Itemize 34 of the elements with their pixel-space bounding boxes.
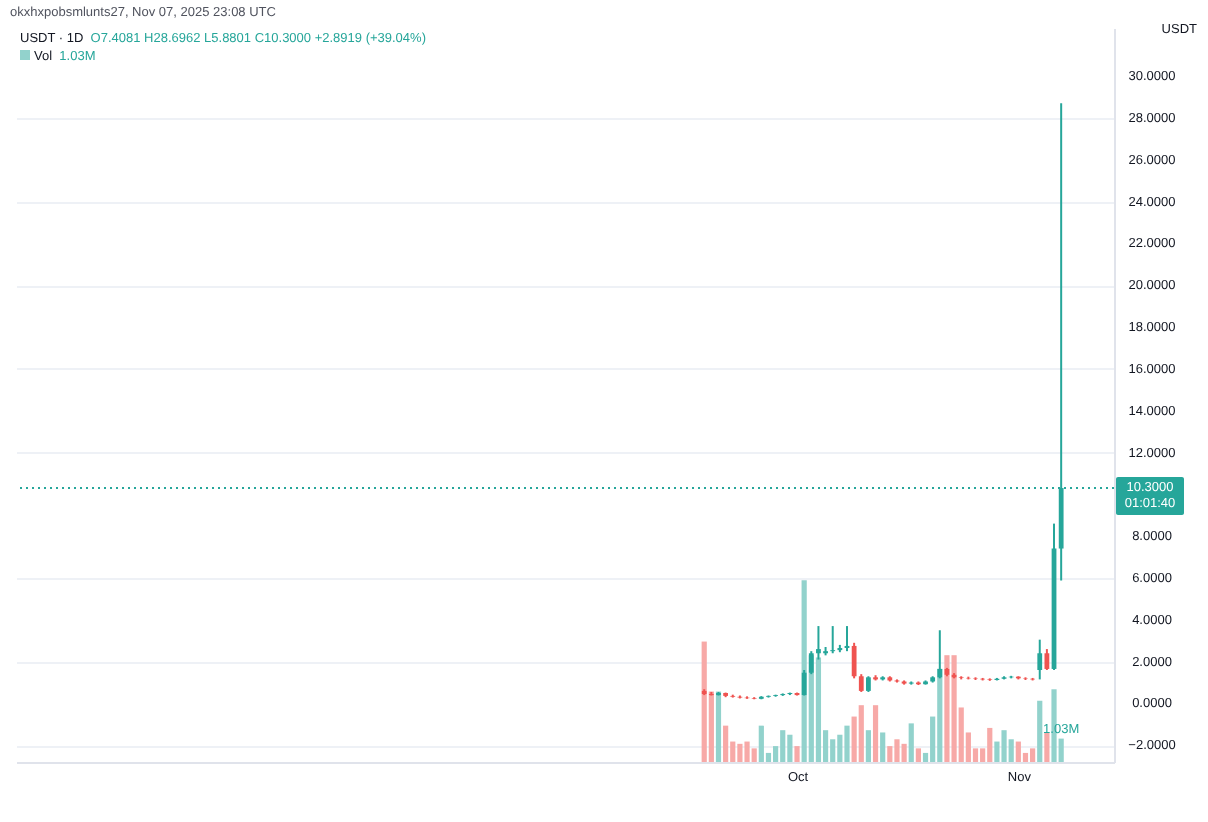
candlestick [908,680,914,686]
bar [715,691,722,762]
bar [815,657,822,762]
bar [872,705,879,762]
bar [865,730,872,762]
bar [1037,700,1043,762]
candlestick [1037,638,1043,681]
bar [1044,732,1050,762]
bar [844,725,850,762]
bar [723,725,729,762]
bar [794,746,800,762]
bar [780,730,786,762]
bar [787,734,793,762]
bar [944,655,950,762]
bar [894,739,900,762]
bar [901,743,907,762]
bar [915,748,921,762]
bar [1030,748,1036,762]
bar [758,725,764,762]
bar [744,741,750,762]
bar [701,641,707,762]
bar [751,748,757,762]
bar [887,746,893,762]
bar [737,743,743,762]
bar [908,723,914,762]
candlestick [830,625,836,655]
bar [837,734,843,762]
bar [951,655,957,762]
bar [1001,730,1007,762]
bar [987,727,993,762]
bar [1015,741,1021,762]
bar [880,732,886,762]
bar [858,705,864,762]
candlestick [1044,648,1050,671]
